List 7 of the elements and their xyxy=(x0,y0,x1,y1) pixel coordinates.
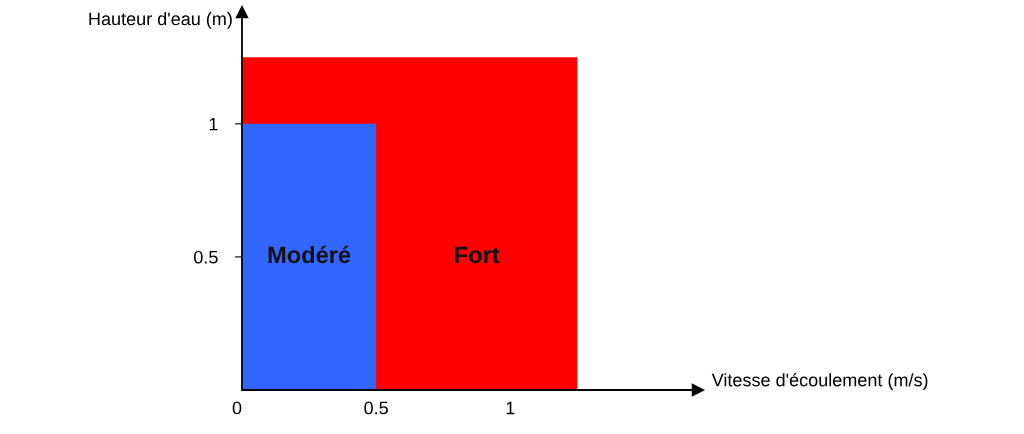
x-tick-label: 0 xyxy=(232,401,242,415)
y-axis-title: Hauteur d'eau (m) xyxy=(89,12,232,29)
series-label: Fort xyxy=(455,246,500,264)
x-tick-label: 1 xyxy=(506,401,515,415)
series-label: Modéré xyxy=(268,245,351,264)
x-tick-label: 0.5 xyxy=(364,401,388,415)
x-axis-title: Vitesse d'écoulement (m/s) xyxy=(711,372,928,390)
